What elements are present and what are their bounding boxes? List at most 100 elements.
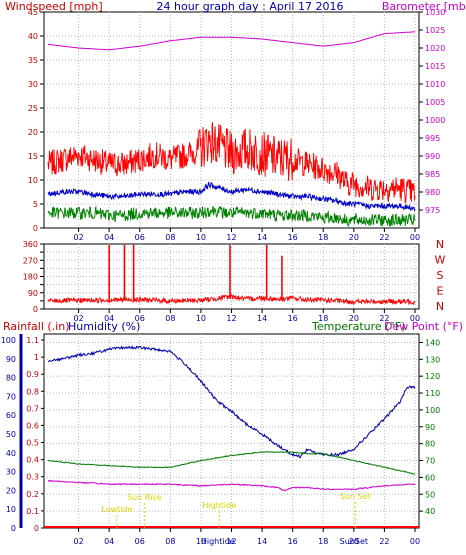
wind-x-ticks: 02 04 06 08 10 12 14 16 18 20 22 00 xyxy=(73,228,420,242)
temperature-x-tick-label: 20 xyxy=(349,537,359,546)
humidity-axis-label: Humidity (%) xyxy=(68,320,140,333)
direction-series-line xyxy=(47,292,416,306)
direction-x-tick-label: 20 xyxy=(349,314,359,323)
rainfall-tick-label: 0.4 xyxy=(26,456,39,465)
direction-x-tick-label: 06 xyxy=(135,314,145,323)
wind-y-tick-label: 20 xyxy=(28,128,38,137)
rainfall-tick-label: 1 xyxy=(34,353,39,362)
wind-x-tick-label: 04 xyxy=(104,233,114,242)
humidity-tick-label: 30 xyxy=(6,468,16,477)
tide-sun-annotations: Lowtide Sun Rise Hightide Sun Set Hightide Su… xyxy=(101,492,371,546)
wind-y-ticks: 0 5 10 15 20 25 30 35 40 45 xyxy=(28,8,44,233)
wind-y-axis-label: Windspeed [mph] xyxy=(5,0,103,13)
humidity-tick-label: 10 xyxy=(6,505,16,514)
rainfall-tick-label: 0.9 xyxy=(26,370,39,379)
wind-y-tick-label: 45 xyxy=(28,8,38,17)
series-humidity xyxy=(47,344,416,459)
direction-y-tick-label: 180 xyxy=(23,273,38,282)
direction-x-tick-label: 22 xyxy=(379,314,389,323)
temperature-x-tick-label: 18 xyxy=(318,537,328,546)
temperature-tick-label: 50 xyxy=(425,490,435,499)
temperature-series xyxy=(47,344,416,492)
wind-series-min xyxy=(47,205,416,228)
direction-x-tick-label: 14 xyxy=(257,314,267,323)
temperature-grid xyxy=(44,334,419,528)
compass-letter: E xyxy=(437,285,444,298)
temperature-tick-label: 100 xyxy=(425,406,440,415)
humidity-tick-label: 70 xyxy=(6,392,16,401)
barometer-y-tick-label: 1025 xyxy=(425,26,445,35)
humidity-tick-label: 60 xyxy=(6,411,16,420)
humidity-tick-label: 80 xyxy=(6,374,16,383)
barometer-y-tick-label: 1020 xyxy=(425,44,445,53)
compass-letter: N xyxy=(436,300,444,313)
humidity-temperature-panel: 010203040506070809010000.10.20.30.40.50.… xyxy=(1,320,463,546)
direction-y-tick-label: 270 xyxy=(23,256,38,265)
wind-y-tick-label: 5 xyxy=(33,200,38,209)
barometer-y-tick-label: 975 xyxy=(425,206,440,215)
barometer-y-ticks: 975 980 985 990 995 1000 1005 1010 1015 1020 1025 1… xyxy=(419,8,445,215)
temperature-tick-label: 90 xyxy=(425,423,435,432)
temperature-x-tick-label: 12 xyxy=(226,537,236,546)
barometer-y-tick-label: 985 xyxy=(425,170,440,179)
temperature-tick-label: 80 xyxy=(425,440,435,449)
temperature-tick-label: 70 xyxy=(425,457,435,466)
wind-x-tick-label: 22 xyxy=(379,233,389,242)
wind-x-tick-label: 00 xyxy=(410,233,420,242)
temperature-x-tick-label: 00 xyxy=(410,537,420,546)
direction-x-tick-label: 16 xyxy=(288,314,298,323)
rainfall-tick-label: 0.1 xyxy=(26,507,39,516)
direction-x-tick-label: 00 xyxy=(410,314,420,323)
temperature-x-tick-label: 16 xyxy=(288,537,298,546)
compass-letter: W xyxy=(435,254,446,267)
rainfall-tick-label: 1.1 xyxy=(26,336,39,345)
humidity-tick-label: 50 xyxy=(6,430,16,439)
annotation-label: Lowtide xyxy=(101,505,132,514)
temperature-tick-label: 130 xyxy=(425,355,440,364)
wind-series xyxy=(47,31,416,228)
barometer-y-tick-label: 1010 xyxy=(425,80,445,89)
rainfall-tick-label: 0.3 xyxy=(26,473,39,482)
dewpoint-axis-label: Dew Point (°F) xyxy=(384,320,463,333)
compass-letter: N xyxy=(436,238,444,251)
rainfall-tick-label: 0.2 xyxy=(26,490,39,499)
wind-x-tick-label: 02 xyxy=(73,233,83,242)
wind-y-tick-label: 10 xyxy=(28,176,38,185)
barometer-y-tick-label: 1000 xyxy=(425,116,445,125)
temperature-y-ticks: 0 10 20 30 40 50 60 70 80 90 100 0 0.1 0.2 0.3 0.4 0.5 0.… xyxy=(1,336,441,533)
wind-y-tick-label: 25 xyxy=(28,104,38,113)
temperature-axis-label: Temperature (°F) xyxy=(311,320,406,333)
wind-y-tick-label: 15 xyxy=(28,152,38,161)
wind-grid xyxy=(44,12,419,228)
wind-series-barometer xyxy=(47,31,416,51)
wind-y-tick-label: 30 xyxy=(28,80,38,89)
temperature-tick-label: 140 xyxy=(425,338,440,347)
barometer-y-axis-label: Barometer [mb] xyxy=(382,0,466,13)
wind-x-tick-label: 16 xyxy=(288,233,298,242)
wind-y-tick-label: 0 xyxy=(33,224,38,233)
direction-series xyxy=(47,244,416,306)
wind-x-tick-label: 10 xyxy=(196,233,206,242)
temperature-x-tick-label: 14 xyxy=(257,537,267,546)
direction-y-ticks: 0 90 180 270 360 xyxy=(23,240,44,314)
wind-series-avg xyxy=(47,181,416,213)
wind-x-tick-label: 06 xyxy=(135,233,145,242)
humidity-tick-label: 0 xyxy=(11,524,16,533)
rainfall-tick-label: 0.8 xyxy=(26,387,39,396)
wind-x-tick-label: 12 xyxy=(226,233,236,242)
barometer-y-tick-label: 1015 xyxy=(425,62,445,71)
rainfall-tick-label: 0.6 xyxy=(26,421,39,430)
series-dewpoint xyxy=(47,479,416,492)
wind-x-tick-label: 08 xyxy=(165,233,175,242)
direction-x-tick-label: 12 xyxy=(226,314,236,323)
rainfall-tick-label: 0.7 xyxy=(26,404,39,413)
temperature-tick-label: 40 xyxy=(425,507,435,516)
humidity-tick-label: 40 xyxy=(6,449,16,458)
temperature-x-tick-label: 22 xyxy=(379,537,389,546)
rainfall-tick-label: 0 xyxy=(34,524,39,533)
